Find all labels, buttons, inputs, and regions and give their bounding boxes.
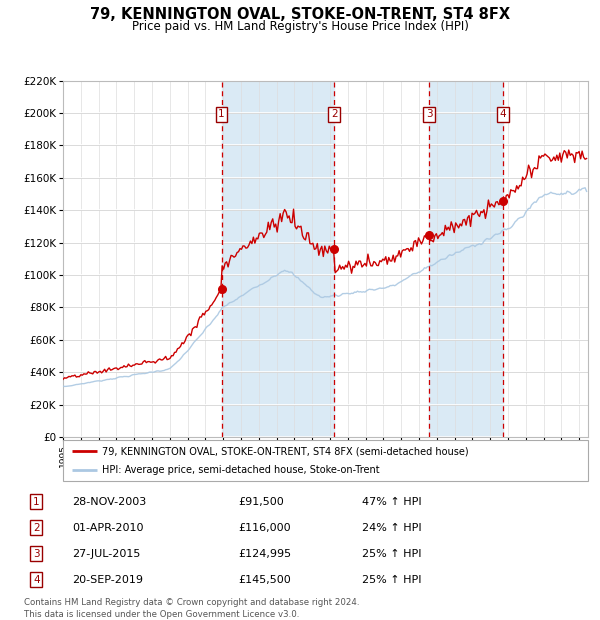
FancyBboxPatch shape xyxy=(63,440,588,480)
Text: Price paid vs. HM Land Registry's House Price Index (HPI): Price paid vs. HM Land Registry's House … xyxy=(131,20,469,33)
Text: 1: 1 xyxy=(33,497,40,507)
Text: 25% ↑ HPI: 25% ↑ HPI xyxy=(362,549,422,559)
Text: HPI: Average price, semi-detached house, Stoke-on-Trent: HPI: Average price, semi-detached house,… xyxy=(103,464,380,475)
Text: 47% ↑ HPI: 47% ↑ HPI xyxy=(362,497,422,507)
Text: 79, KENNINGTON OVAL, STOKE-ON-TRENT, ST4 8FX: 79, KENNINGTON OVAL, STOKE-ON-TRENT, ST4… xyxy=(90,7,510,22)
Text: 25% ↑ HPI: 25% ↑ HPI xyxy=(362,575,422,585)
Text: Contains HM Land Registry data © Crown copyright and database right 2024.
This d: Contains HM Land Registry data © Crown c… xyxy=(24,598,359,619)
Text: £124,995: £124,995 xyxy=(238,549,292,559)
Text: 28-NOV-2003: 28-NOV-2003 xyxy=(72,497,146,507)
Text: 4: 4 xyxy=(500,110,506,120)
Text: 2: 2 xyxy=(331,110,338,120)
Text: 20-SEP-2019: 20-SEP-2019 xyxy=(72,575,143,585)
Text: 27-JUL-2015: 27-JUL-2015 xyxy=(72,549,140,559)
Text: £145,500: £145,500 xyxy=(238,575,291,585)
Text: 3: 3 xyxy=(33,549,40,559)
Text: 79, KENNINGTON OVAL, STOKE-ON-TRENT, ST4 8FX (semi-detached house): 79, KENNINGTON OVAL, STOKE-ON-TRENT, ST4… xyxy=(103,446,469,456)
Bar xyxy=(429,81,503,437)
Text: 4: 4 xyxy=(33,575,40,585)
Text: 24% ↑ HPI: 24% ↑ HPI xyxy=(362,523,422,533)
Bar xyxy=(221,81,334,437)
Text: 3: 3 xyxy=(426,110,433,120)
Text: 1: 1 xyxy=(218,110,225,120)
Text: 2: 2 xyxy=(33,523,40,533)
Text: £91,500: £91,500 xyxy=(238,497,284,507)
Text: 01-APR-2010: 01-APR-2010 xyxy=(72,523,143,533)
Text: £116,000: £116,000 xyxy=(238,523,291,533)
